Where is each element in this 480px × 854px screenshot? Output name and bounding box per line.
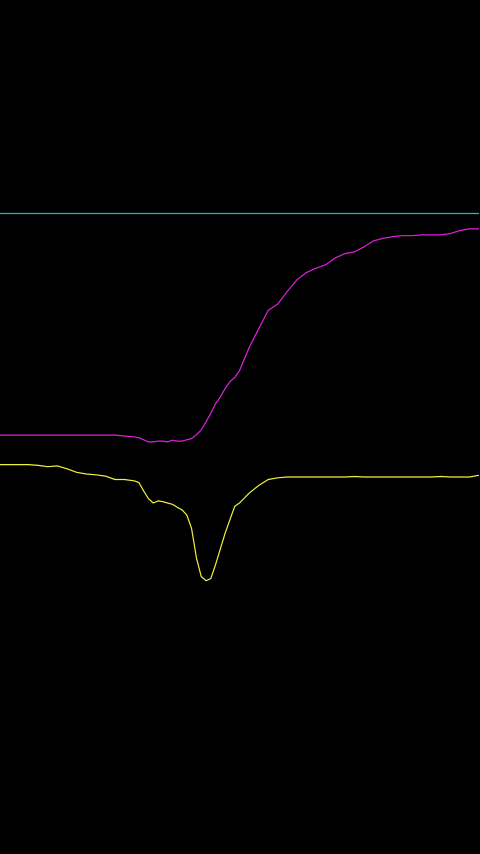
series-line-3 xyxy=(0,464,480,582)
series-line-2 xyxy=(0,228,479,443)
series-layer xyxy=(0,212,480,582)
